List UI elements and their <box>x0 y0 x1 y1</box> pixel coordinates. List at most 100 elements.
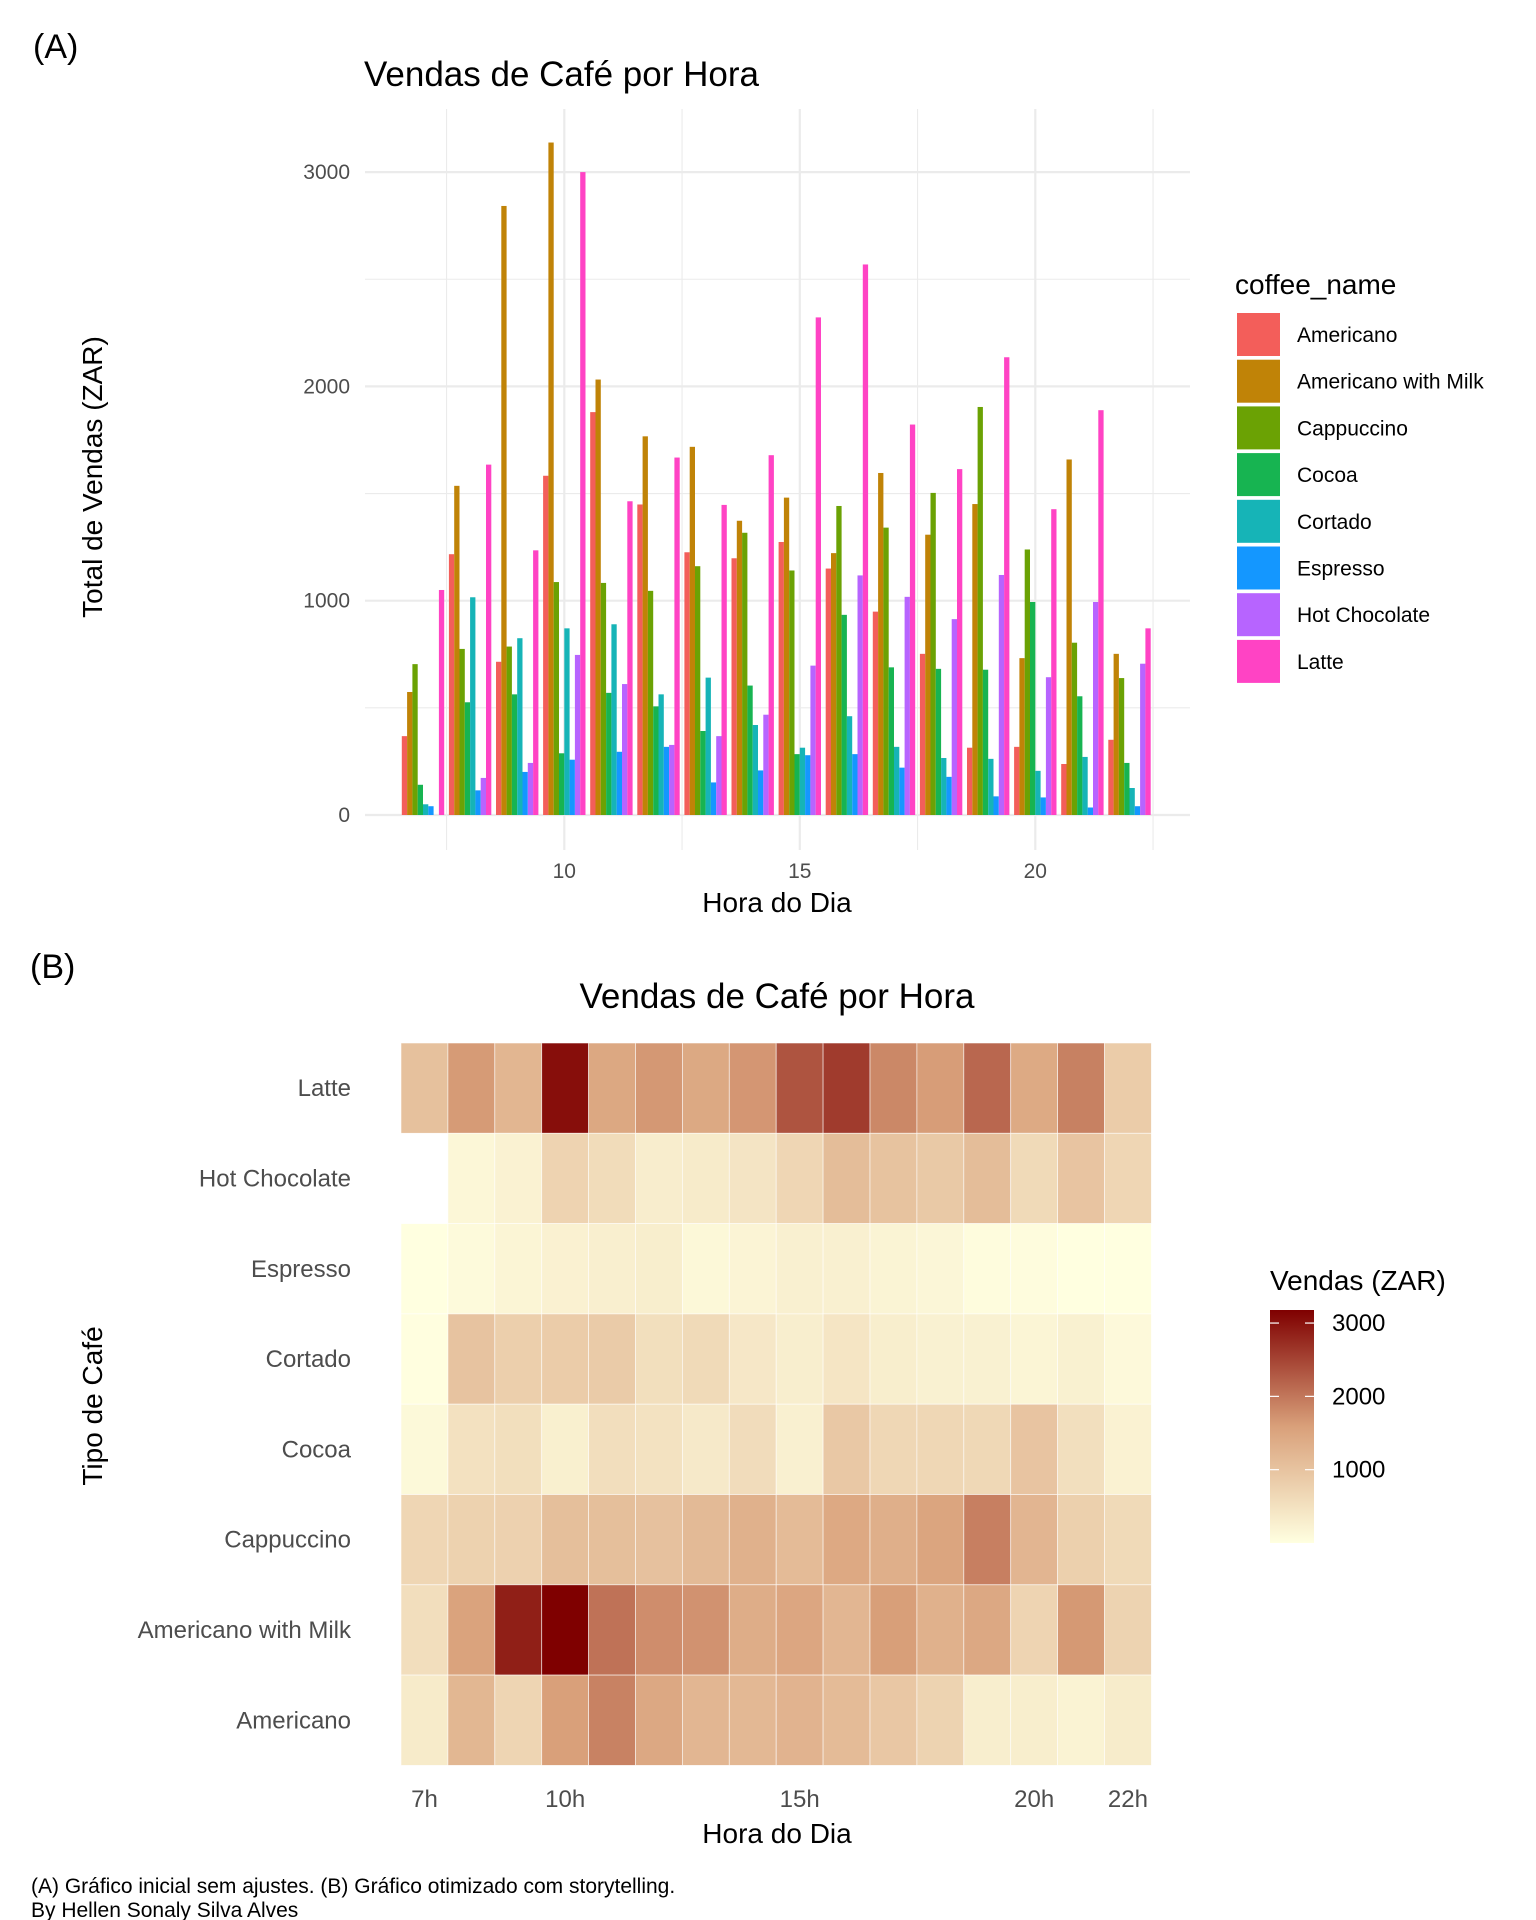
bar-cappuccino-19h <box>977 406 983 815</box>
panel-a: (A) Vendas de Café por Hora 0 1000 2000 300… <box>33 28 1484 918</box>
heatmap-cell-americano-with-milk-19h <box>963 1584 1012 1676</box>
bar-cocoa-14h <box>747 685 753 815</box>
heatmap-cell-cocoa-7h <box>400 1403 449 1495</box>
heatmap-cell-latte-15h <box>775 1042 824 1134</box>
bar-latte-14h <box>768 455 774 815</box>
x-tick-label: 10h <box>545 1786 585 1813</box>
bar-cortado-8h <box>470 597 476 815</box>
heatmap-cell-latte-16h <box>822 1042 871 1134</box>
bar-hot-chocolate-10h <box>574 654 581 815</box>
heatmap-cell-cappuccino-18h <box>916 1494 965 1586</box>
heatmap-cell-hot-chocolate-10h <box>541 1132 590 1225</box>
bar-americano-with-milk-12h <box>642 436 648 815</box>
legend-item-cocoa: Cocoa <box>1237 453 1358 497</box>
heatmap-cell-hot-chocolate-11h <box>588 1132 636 1225</box>
panel-a-legend-title: coffee_name <box>1235 269 1396 300</box>
heatmap-cell-americano-17h <box>869 1674 918 1766</box>
bar-americano-11h <box>590 412 596 815</box>
bar-americano-with-milk-19h <box>972 504 978 815</box>
bar-latte-18h <box>957 469 963 815</box>
bar-cortado-13h <box>705 677 711 815</box>
bar-cappuccino-17h <box>883 527 889 815</box>
bar-cappuccino-16h <box>836 505 842 815</box>
heatmap-cell-cortado-19h <box>963 1313 1012 1405</box>
heatmap-cell-americano-9h <box>494 1674 543 1766</box>
bar-espresso-18h <box>946 776 952 815</box>
heatmap-cell-latte-12h <box>635 1042 683 1134</box>
heatmap-cell-americano-with-milk-18h <box>916 1584 965 1676</box>
bar-americano-16h <box>825 568 831 815</box>
bar-latte-7h <box>438 589 445 815</box>
bar-americano-with-milk-21h <box>1066 459 1072 815</box>
heatmap-cell-cortado-13h <box>682 1313 730 1405</box>
heatmap-cell-latte-19h <box>963 1042 1012 1134</box>
heatmap-cell-americano-with-milk-7h <box>400 1584 449 1676</box>
bar-americano-15h <box>778 541 784 815</box>
bar-espresso-17h <box>899 767 905 815</box>
heatmap-cell-hot-chocolate-20h <box>1010 1132 1059 1225</box>
heatmap-cell-cappuccino-7h <box>400 1494 449 1586</box>
bar-americano-with-milk-13h <box>689 446 695 815</box>
bar-americano-8h <box>448 554 455 815</box>
heatmap-cell-cortado-20h <box>1010 1313 1059 1405</box>
panel-a-tag: (A) <box>33 28 78 66</box>
bar-americano-19h <box>967 747 973 815</box>
heatmap-cell-espresso-8h <box>447 1223 496 1315</box>
bar-hot-chocolate-20h <box>1045 677 1052 815</box>
heatmap-cell-cocoa-12h <box>635 1403 683 1495</box>
legend-key <box>1237 593 1280 637</box>
bar-cocoa-10h <box>559 753 565 815</box>
legend-item-cappuccino: Cappuccino <box>1237 406 1408 450</box>
bar-hot-chocolate-8h <box>480 777 486 815</box>
heatmap-cell-cappuccino-11h <box>588 1494 636 1586</box>
bar-americano-9h <box>496 661 502 815</box>
bar-cappuccino-13h <box>695 566 701 815</box>
colorbar-tick-label: 3000 <box>1332 1310 1385 1337</box>
bar-cocoa-18h <box>935 668 942 815</box>
bar-americano-with-milk-18h <box>925 534 931 815</box>
heatmap-cell-cocoa-17h <box>869 1403 918 1495</box>
heatmap-cell-hot-chocolate-13h <box>682 1132 730 1225</box>
heatmap-cell-latte-13h <box>682 1042 730 1134</box>
heatmap-cell-americano-20h <box>1010 1674 1059 1766</box>
heatmap-cell-latte-7h <box>400 1042 449 1134</box>
legend-key <box>1237 546 1280 590</box>
bar-espresso-22h <box>1134 806 1141 815</box>
heatmap-cell-cortado-10h <box>541 1313 590 1405</box>
heatmap-cell-latte-11h <box>588 1042 636 1134</box>
legend-item-americano: Americano <box>1237 313 1397 356</box>
panel-a-x-ticks: 10 15 20 <box>553 860 1047 883</box>
bar-cortado-20h <box>1035 770 1041 815</box>
heatmap-cell-cocoa-15h <box>775 1403 824 1495</box>
heatmap-cell-americano-with-milk-22h <box>1104 1584 1152 1676</box>
bar-hot-chocolate-22h <box>1140 663 1146 815</box>
heatmap-cell-americano-with-milk-9h <box>494 1584 543 1676</box>
bar-espresso-14h <box>758 770 764 815</box>
heatmap-cell-latte-14h <box>728 1042 777 1134</box>
bar-cortado-17h <box>894 746 900 815</box>
bar-espresso-8h <box>475 790 481 815</box>
heatmap-cell-cappuccino-8h <box>447 1494 496 1586</box>
bar-cappuccino-18h <box>930 492 936 815</box>
heatmap-cell-americano-10h <box>541 1674 590 1766</box>
heatmap-cell-espresso-11h <box>588 1223 636 1315</box>
heatmap-cell-espresso-10h <box>541 1223 590 1315</box>
heatmap-cell-hot-chocolate-21h <box>1057 1132 1105 1225</box>
heatmap-cell-latte-17h <box>869 1042 918 1134</box>
bar-cappuccino-15h <box>789 570 795 815</box>
heatmap-cell-cappuccino-19h <box>963 1494 1012 1586</box>
legend-label: Americano <box>1297 324 1397 347</box>
bar-cocoa-7h <box>417 784 423 815</box>
bar-latte-22h <box>1145 628 1151 815</box>
bar-latte-12h <box>674 457 680 815</box>
bar-espresso-12h <box>663 746 670 815</box>
bar-americano-10h <box>543 475 549 815</box>
panel-a-bars <box>401 142 1151 816</box>
bar-espresso-20h <box>1040 797 1046 815</box>
heatmap-cell-americano-11h <box>588 1674 636 1766</box>
bar-cortado-16h <box>846 716 853 815</box>
heatmap-cell-latte-22h <box>1104 1042 1152 1134</box>
bar-latte-19h <box>1004 357 1010 815</box>
bar-americano-18h <box>919 653 926 815</box>
heatmap-cell-americano-with-milk-17h <box>869 1584 918 1676</box>
